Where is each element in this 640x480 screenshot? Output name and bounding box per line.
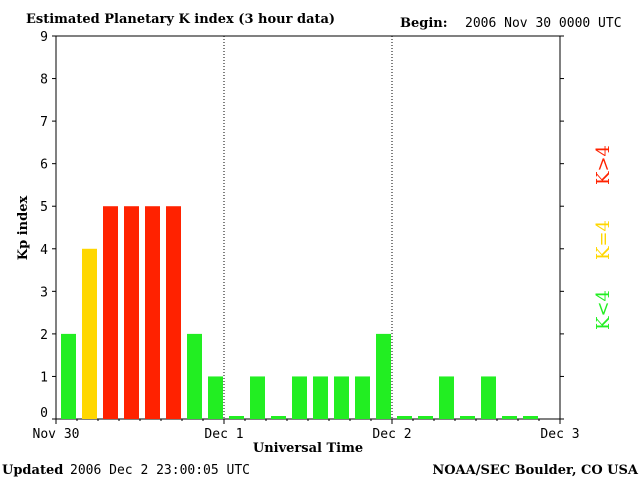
bar-17 bbox=[397, 416, 412, 419]
updated-value: 2006 Dec 2 23:00:05 UTC bbox=[70, 463, 250, 478]
x-tick-label: Dec 2 bbox=[372, 427, 411, 442]
x-ticks: Nov 30 Dec 1 Dec 2 Dec 3 bbox=[33, 419, 580, 442]
bar-21 bbox=[481, 376, 496, 419]
bar-15 bbox=[355, 376, 370, 419]
y-tick-label: 3 bbox=[40, 285, 48, 300]
bar-12 bbox=[292, 376, 307, 419]
bar-3 bbox=[103, 206, 118, 419]
bar-2 bbox=[82, 248, 97, 419]
source-credit: NOAA/SEC Boulder, CO USA bbox=[432, 463, 639, 478]
bar-23 bbox=[523, 416, 538, 419]
x-tick-label: Dec 1 bbox=[204, 427, 243, 442]
y-tick-label: 8 bbox=[40, 73, 48, 88]
bar-1 bbox=[61, 333, 76, 419]
day-dividers bbox=[223, 36, 393, 419]
legend-item-2: K=4 bbox=[593, 220, 614, 260]
y-tick-label: 0 bbox=[40, 406, 48, 421]
x-tick-label: Nov 30 bbox=[33, 427, 80, 442]
y-axis-label: Kp index bbox=[16, 196, 31, 261]
x-axis-label: Universal Time bbox=[253, 441, 363, 456]
updated-label: Updated bbox=[2, 463, 63, 478]
bars-group bbox=[61, 206, 538, 419]
y-tick-label: 1 bbox=[40, 370, 48, 385]
bar-11 bbox=[271, 416, 286, 419]
bar-7 bbox=[187, 333, 202, 419]
bar-22 bbox=[502, 416, 517, 419]
bar-20 bbox=[460, 416, 475, 419]
bar-19 bbox=[439, 376, 454, 419]
y-tick-label: 4 bbox=[40, 243, 48, 258]
y-tick-label: 2 bbox=[40, 328, 48, 343]
bar-13 bbox=[313, 376, 328, 419]
bar-4 bbox=[124, 206, 139, 419]
y-tick-label: 6 bbox=[40, 158, 48, 173]
bar-8 bbox=[208, 376, 223, 419]
bar-14 bbox=[334, 376, 349, 419]
bar-9 bbox=[229, 416, 244, 419]
legend-item-3: K>4 bbox=[593, 145, 614, 185]
y-tick-label: 9 bbox=[40, 30, 48, 45]
bar-10 bbox=[250, 376, 265, 419]
legend-item-1: K<4 bbox=[593, 290, 614, 330]
begin-label: Begin: bbox=[400, 16, 448, 31]
chart-title: Estimated Planetary K index (3 hour data… bbox=[26, 12, 335, 27]
y-ticks: 0 1 2 3 4 5 6 7 8 9 bbox=[40, 30, 564, 421]
legend: K<4 K=4 K>4 bbox=[593, 145, 614, 330]
bar-5 bbox=[145, 206, 160, 419]
bar-16 bbox=[376, 333, 391, 419]
y-tick-label: 7 bbox=[40, 115, 48, 130]
bar-18 bbox=[418, 416, 433, 419]
y-tick-label: 5 bbox=[40, 200, 48, 215]
bar-6 bbox=[166, 206, 181, 419]
x-tick-label: Dec 3 bbox=[540, 427, 579, 442]
begin-value: 2006 Nov 30 0000 UTC bbox=[465, 16, 622, 31]
